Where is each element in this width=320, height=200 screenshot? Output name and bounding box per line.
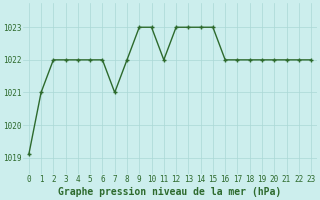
X-axis label: Graphe pression niveau de la mer (hPa): Graphe pression niveau de la mer (hPa) <box>58 187 282 197</box>
